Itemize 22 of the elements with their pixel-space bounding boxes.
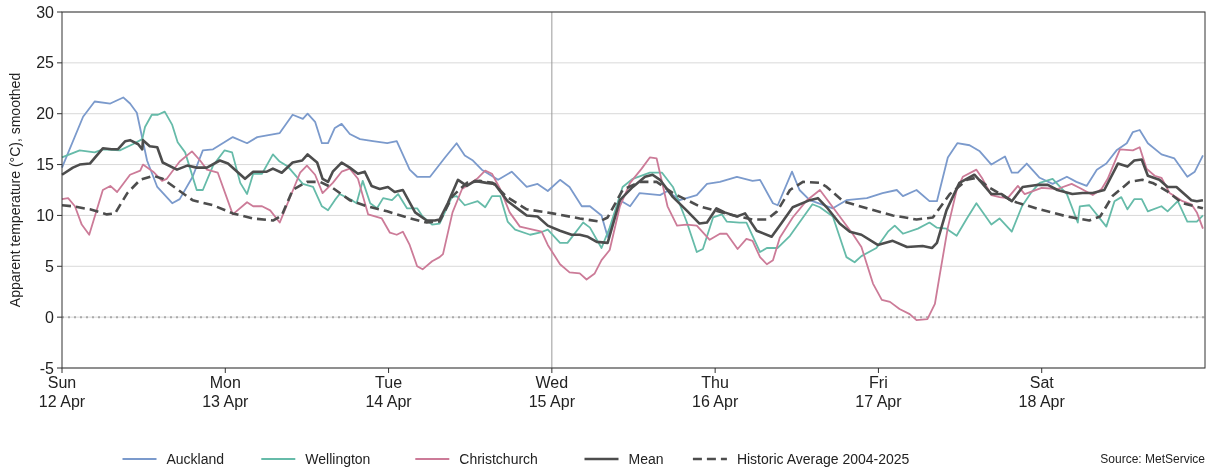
legend-label: Auckland bbox=[166, 450, 225, 467]
y-tick-label: 5 bbox=[45, 257, 55, 275]
x-tick-label: Tue 14 Apr bbox=[365, 374, 413, 410]
x-tick-label: Sat 18 Apr bbox=[1018, 374, 1066, 410]
legend-label: Historic Average 2004-2025 bbox=[736, 450, 910, 467]
y-tick-label: 15 bbox=[36, 156, 55, 174]
x-tick-label: Wed 15 Apr bbox=[528, 374, 576, 410]
x-tick-label: Sun 12 Apr bbox=[38, 374, 86, 410]
legend-label: Christchurch bbox=[459, 450, 538, 467]
y-tick-label: 10 bbox=[36, 207, 55, 225]
x-tick-label: Fri 17 Apr bbox=[855, 374, 903, 410]
source-note: Source: MetService bbox=[1100, 452, 1206, 467]
y-tick-label: 0 bbox=[45, 308, 55, 326]
y-tick-label: 25 bbox=[36, 54, 55, 72]
y-axis-title: Apparent temperature (°C), smoothed bbox=[7, 72, 23, 308]
x-tick-label: Thu 16 Apr bbox=[692, 374, 739, 410]
legend-label: Mean bbox=[628, 450, 664, 467]
y-tick-label: -5 bbox=[39, 359, 55, 377]
x-tick-label: Mon 13 Apr bbox=[202, 374, 250, 410]
y-tick-label: 20 bbox=[36, 105, 55, 123]
y-tick-label: 30 bbox=[36, 3, 55, 21]
legend-label: Wellington bbox=[305, 450, 371, 467]
